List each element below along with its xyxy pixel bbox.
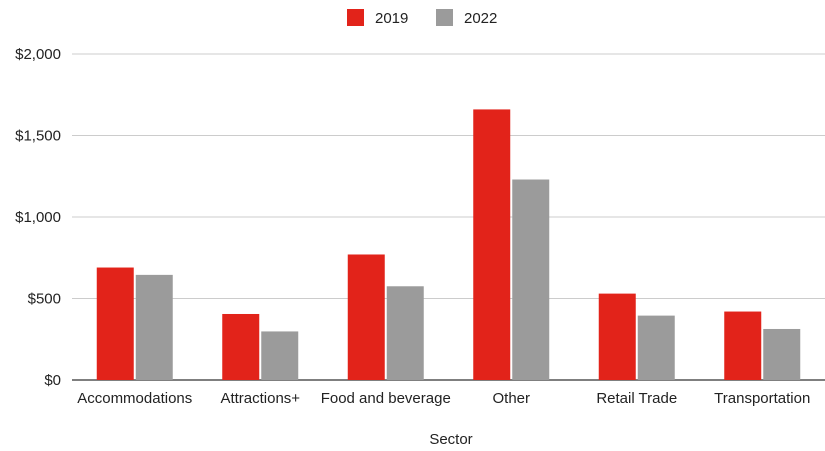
x-tick-label: Other (492, 390, 530, 407)
bar-retail-trade-2022 (637, 315, 675, 380)
y-tick-label: $1,500 (15, 128, 61, 145)
y-tick-label: $0 (44, 372, 61, 389)
bar-transportation-2022 (763, 328, 801, 380)
x-tick-label: Retail Trade (596, 390, 677, 407)
bar-attractions-2022 (261, 331, 299, 380)
x-tick-label: Attractions+ (220, 390, 300, 407)
y-tick-label: $500 (28, 291, 61, 308)
bar-attractions-2019 (222, 313, 260, 380)
legend-label-2022: 2022 (464, 10, 497, 27)
legend-swatch-2022 (436, 9, 453, 26)
gridlines (72, 53, 825, 381)
x-axis-title: Sector (429, 431, 472, 448)
bars (96, 109, 801, 381)
bar-food-and-beverage-2022 (386, 286, 424, 380)
bar-food-and-beverage-2019 (347, 254, 385, 380)
y-tick-label: $2,000 (15, 46, 61, 63)
bar-accommodations-2019 (96, 267, 134, 380)
x-tick-label: Accommodations (77, 390, 192, 407)
bar-other-2022 (512, 179, 550, 380)
bar-other-2019 (473, 109, 511, 381)
legend: 2019 2022 (347, 9, 497, 27)
x-tick-label: Food and beverage (321, 390, 451, 407)
y-axis: $0 $500 $1,000 $1,500 $2,000 (15, 46, 61, 389)
bar-accommodations-2022 (135, 274, 173, 380)
bar-transportation-2019 (724, 311, 762, 380)
x-tick-label: Transportation (714, 390, 810, 407)
y-tick-label: $1,000 (15, 209, 61, 226)
legend-swatch-2019 (347, 9, 364, 26)
bar-retail-trade-2019 (598, 293, 636, 380)
x-axis: Accommodations Attractions+ Food and bever… (77, 390, 810, 407)
legend-label-2019: 2019 (375, 10, 408, 27)
